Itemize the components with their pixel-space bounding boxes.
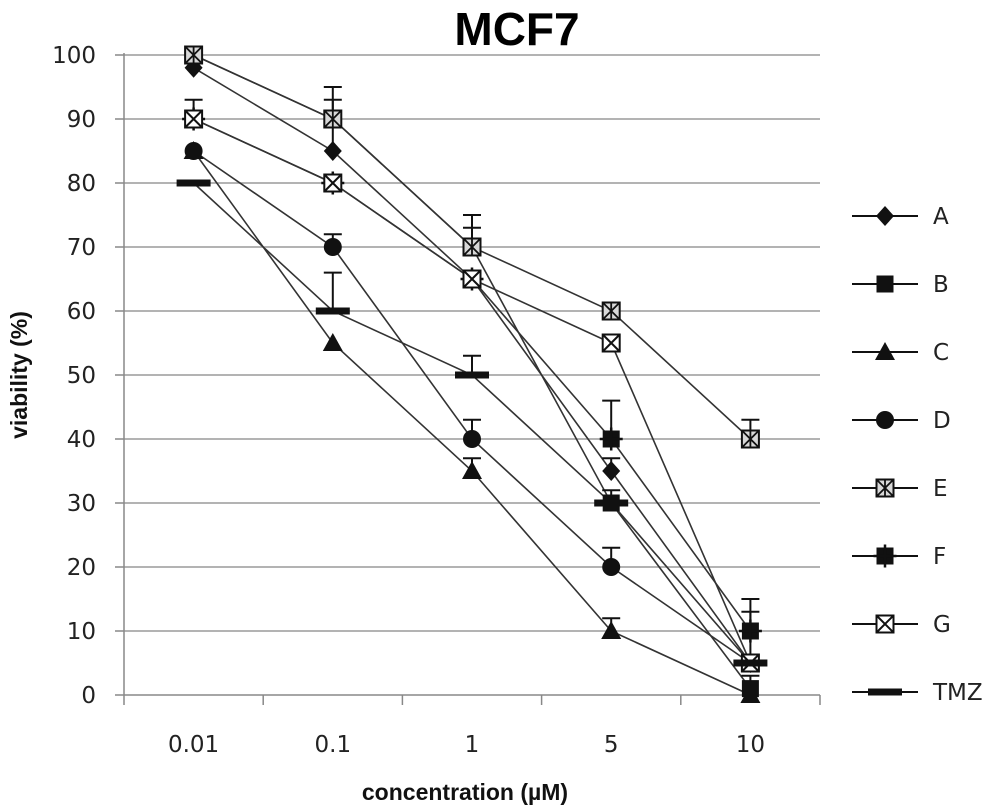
- data-point-E-2: [462, 237, 482, 257]
- legend-item-E: E: [852, 476, 948, 502]
- x-tick-label-1: 0.1: [315, 732, 352, 758]
- data-point-D-3: [602, 558, 621, 576]
- data-point-TMZ-1: [315, 307, 350, 315]
- y-tick-label-20: 20: [67, 555, 96, 581]
- x-tick-label-2: 1: [465, 732, 480, 758]
- legend-marker-F: [873, 544, 897, 568]
- x-tick-label-3: 5: [604, 732, 619, 758]
- legend-marker-E: [875, 478, 895, 498]
- legend-marker-D: [876, 411, 894, 429]
- data-point-A-1: [323, 141, 342, 161]
- data-points: [176, 45, 768, 703]
- data-point-G-0: [184, 109, 204, 129]
- data-point-TMZ-4: [733, 659, 768, 667]
- axes: [115, 53, 821, 705]
- data-point-C-3: [601, 621, 622, 639]
- legend-item-TMZ: TMZ: [852, 680, 983, 706]
- legend-label-G: G: [933, 612, 951, 638]
- data-point-E-4: [740, 429, 760, 449]
- legend-item-D: D: [852, 408, 951, 434]
- y-tick-labels: 0 10 20 30 40 50 60 70 80 90 100: [52, 43, 96, 709]
- data-point-F-4: [738, 619, 762, 643]
- data-point-TMZ-2: [455, 371, 489, 379]
- legend-label-C: C: [933, 340, 949, 366]
- legend-item-G: G: [852, 612, 951, 638]
- legend-marker-C: [875, 342, 895, 360]
- data-point-D-0: [184, 142, 203, 160]
- y-tick-label-90: 90: [67, 107, 96, 133]
- data-point-A-3: [602, 461, 621, 481]
- legend-label-A: A: [933, 204, 949, 230]
- y-tick-label-50: 50: [67, 363, 96, 389]
- data-point-E-0: [184, 45, 204, 65]
- y-tick-label-0: 0: [81, 683, 96, 709]
- legend-label-F: F: [933, 544, 946, 570]
- y-tick-label-30: 30: [67, 491, 96, 517]
- legend-item-C: C: [852, 340, 949, 366]
- data-point-G-3: [601, 333, 621, 353]
- legend-item-B: B: [852, 272, 949, 298]
- x-axis-label: concentration (µM): [362, 779, 568, 805]
- y-tick-label-40: 40: [67, 427, 96, 453]
- data-point-F-3: [599, 427, 623, 451]
- data-point-G-1: [323, 173, 343, 193]
- legend-marker-TMZ: [868, 688, 902, 696]
- data-point-TMZ-3: [594, 499, 629, 507]
- legend: A B C D E F G TMZ: [852, 204, 983, 706]
- data-point-C-2: [462, 461, 482, 479]
- legend-label-E: E: [933, 476, 948, 502]
- gridlines: [124, 54, 820, 632]
- legend-label-TMZ: TMZ: [932, 680, 983, 706]
- data-point-D-1: [323, 238, 342, 256]
- y-tick-label-10: 10: [67, 619, 96, 645]
- data-point-C-1: [322, 333, 343, 351]
- series-line-G: [193, 118, 752, 664]
- legend-label-B: B: [933, 272, 949, 298]
- data-point-D-2: [463, 430, 481, 448]
- legend-item-A: A: [852, 204, 949, 230]
- y-tick-label-80: 80: [67, 171, 96, 197]
- error-bar-TMZ-1: [323, 271, 342, 311]
- data-point-G-2: [462, 269, 482, 289]
- legend-marker-G: [875, 614, 895, 634]
- data-point-C-4: [740, 685, 761, 703]
- data-point-TMZ-0: [176, 179, 211, 187]
- data-point-A-0: [184, 57, 203, 78]
- x-tick-label-4: 10: [736, 732, 765, 758]
- y-tick-label-100: 100: [52, 43, 96, 69]
- data-point-E-3: [601, 301, 621, 321]
- chart-title: MCF7: [454, 3, 579, 55]
- data-point-E-1: [323, 109, 343, 129]
- x-tick-label-0: 0.01: [168, 732, 219, 758]
- y-tick-label-60: 60: [67, 299, 96, 325]
- legend-marker-A: [876, 206, 894, 226]
- y-tick-label-70: 70: [67, 235, 96, 261]
- legend-item-F: F: [852, 544, 946, 570]
- x-tick-labels: 0.01 0.1 1 5 10: [168, 732, 765, 758]
- error-bars: [184, 86, 760, 689]
- y-axis-label: viability (%): [6, 311, 32, 439]
- legend-marker-B: [876, 275, 894, 293]
- legend-label-D: D: [933, 408, 951, 434]
